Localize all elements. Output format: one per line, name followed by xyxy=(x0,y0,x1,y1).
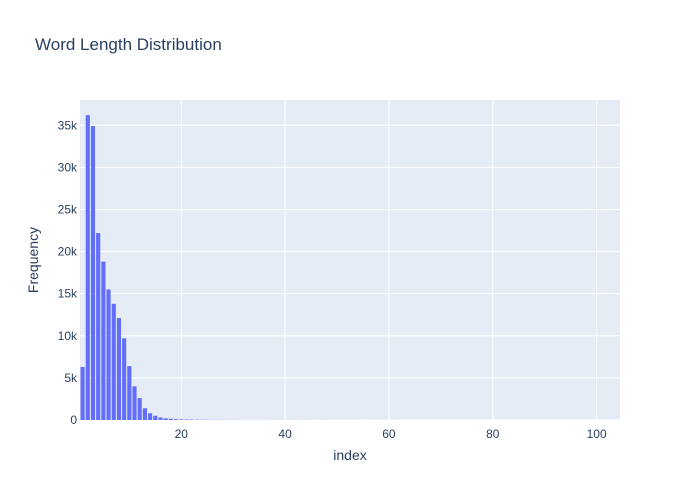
bar xyxy=(184,419,189,420)
x-tick-label: 20 xyxy=(175,427,189,441)
y-axis-title: Frequency xyxy=(25,227,41,293)
bar xyxy=(80,366,85,420)
x-gridlines xyxy=(180,100,598,420)
x-tick-label: 100 xyxy=(587,427,607,441)
x-axis-title: index xyxy=(333,447,366,463)
y-tick-label: 35k xyxy=(58,118,78,132)
y-tick-label: 20k xyxy=(58,245,78,259)
y-tick-label: 15k xyxy=(58,287,78,301)
bar xyxy=(148,413,153,420)
x-tick-label: 60 xyxy=(382,427,396,441)
x-tick-label: 80 xyxy=(486,427,500,441)
bar xyxy=(111,303,116,420)
plot-area xyxy=(80,100,620,420)
bar xyxy=(168,418,173,420)
chart-title: Word Length Distribution xyxy=(35,35,222,54)
bar xyxy=(127,366,132,420)
bar xyxy=(137,398,142,420)
bar xyxy=(85,115,90,420)
bar xyxy=(116,318,122,420)
bar xyxy=(153,415,158,420)
bar xyxy=(106,289,111,420)
y-tick-label: 25k xyxy=(58,202,78,216)
bar xyxy=(158,417,163,420)
bar xyxy=(142,408,147,420)
bar xyxy=(163,418,168,420)
bar xyxy=(179,419,184,420)
y-tick-label: 10k xyxy=(58,329,78,343)
x-tick-labels: 20 40 60 80 100 xyxy=(175,427,607,441)
y-tick-label: 5k xyxy=(64,371,78,385)
y-tick-label: 0 xyxy=(70,413,77,427)
bars xyxy=(80,115,620,421)
bar xyxy=(101,261,106,420)
bar xyxy=(132,386,137,420)
bar xyxy=(90,126,96,421)
bar xyxy=(173,419,179,420)
y-tick-label: 30k xyxy=(58,160,78,174)
y-tick-labels: 0 5k 10k 15k 20k 25k 30k 35k xyxy=(58,118,78,427)
bar xyxy=(122,338,127,420)
bar xyxy=(96,233,101,420)
x-tick-label: 40 xyxy=(278,427,292,441)
